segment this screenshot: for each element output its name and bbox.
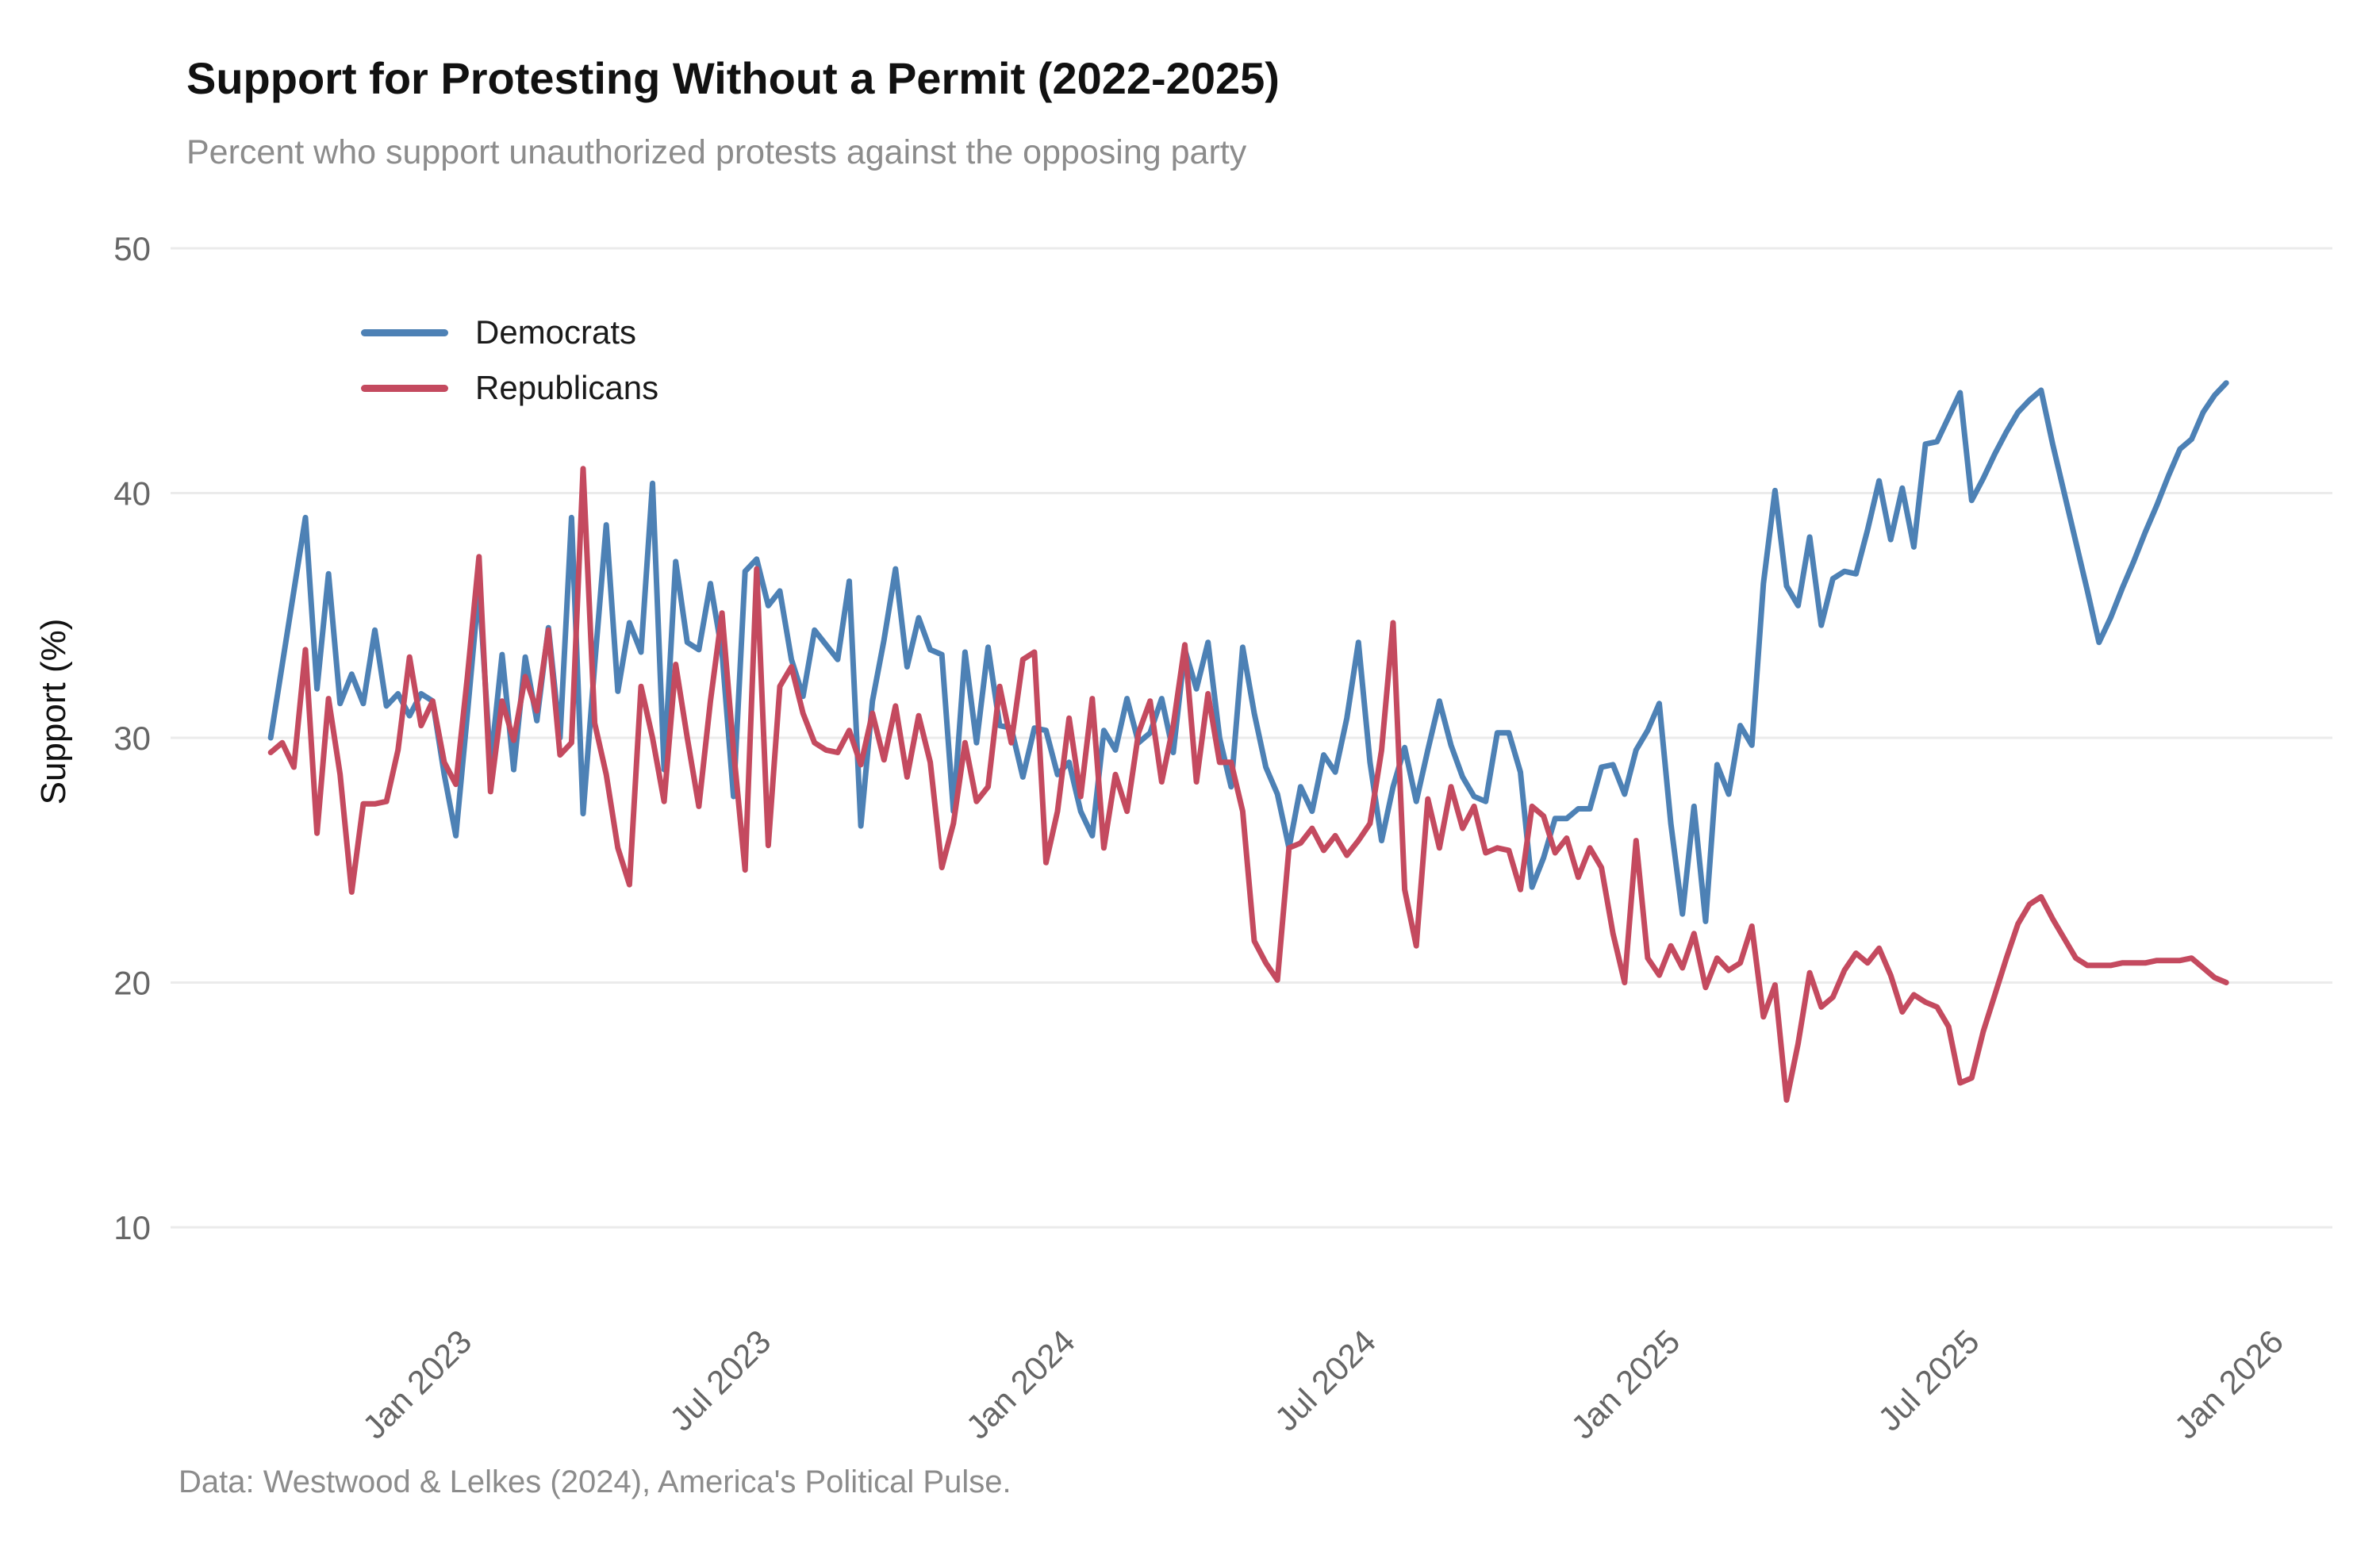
legend-item-republicans: Republicans xyxy=(361,369,659,406)
y-tick-label-50: 50 xyxy=(113,230,151,267)
x-tick-label-jan-2024: Jan 2024 xyxy=(958,1322,1081,1445)
x-tick-label-jan-2023: Jan 2023 xyxy=(355,1322,478,1445)
x-tick-label-jul-2023: Jul 2023 xyxy=(662,1322,778,1438)
page-subtitle: Percent who support unauthorized protest… xyxy=(186,133,1247,171)
x-tick-label-jul-2025: Jul 2025 xyxy=(1871,1322,1987,1438)
x-tick-label-jan-2026: Jan 2026 xyxy=(2167,1322,2290,1445)
legend-item-democrats: Democrats xyxy=(361,313,658,351)
x-tick-label-jan-2025: Jan 2025 xyxy=(1564,1322,1687,1445)
y-tick-label-10: 10 xyxy=(113,1209,151,1246)
page-title: Support for Protesting Without a Permit … xyxy=(186,53,1280,103)
series-line-republicans xyxy=(267,466,2229,1104)
x-tick-label-jul-2024: Jul 2024 xyxy=(1268,1322,1384,1438)
y-axis-title: Support (%) xyxy=(34,618,73,805)
y-tick-label-30: 30 xyxy=(113,720,151,757)
legend-label-republicans: Republicans xyxy=(475,369,659,406)
series-line-democrats xyxy=(267,380,2229,924)
y-tick-label-40: 40 xyxy=(113,475,151,512)
legend-line-republicans-icon xyxy=(361,384,448,392)
legend: Democrats Republicans xyxy=(361,313,659,425)
legend-line-democrats-icon xyxy=(361,328,448,336)
y-tick-label-20: 20 xyxy=(113,965,151,1002)
legend-label-democrats: Democrats xyxy=(475,313,637,351)
footer-caption: Data: Westwood & Lelkes (2024), America'… xyxy=(178,1464,1012,1499)
